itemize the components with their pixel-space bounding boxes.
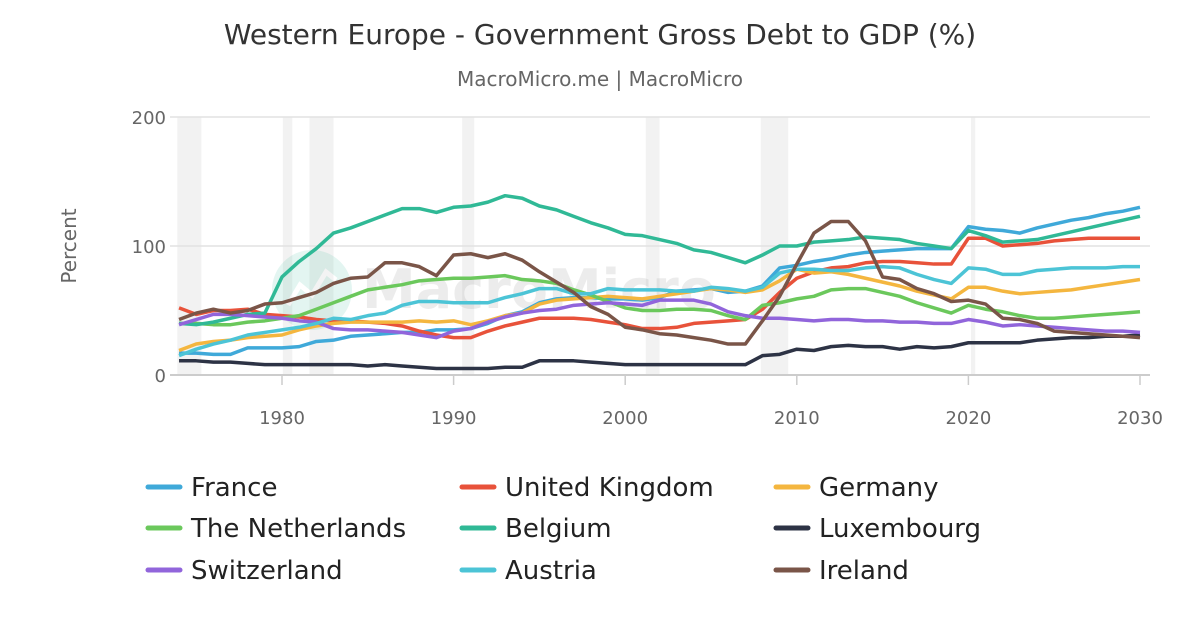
series-line-the-netherlands bbox=[179, 273, 1141, 327]
legend-item[interactable]: France bbox=[145, 473, 277, 503]
series-line-ireland bbox=[178, 219, 1141, 346]
legend-item[interactable]: Ireland bbox=[773, 556, 909, 586]
legend: France United Kingdom Germany The Netherlan… bbox=[145, 473, 981, 586]
series-line-united-kingdom bbox=[178, 236, 1140, 340]
legend-label: France bbox=[191, 473, 277, 503]
legend-item[interactable]: Belgium bbox=[459, 514, 612, 544]
legend-label: Belgium bbox=[505, 514, 612, 544]
legend-label: United Kingdom bbox=[505, 473, 714, 503]
y-tick-label: 100 bbox=[132, 237, 166, 258]
legend-item[interactable]: Austria bbox=[459, 556, 597, 586]
grid-lines bbox=[170, 116, 1150, 376]
series-line-luxembourg bbox=[179, 333, 1141, 371]
series-line-austria bbox=[178, 264, 1140, 358]
legend-item[interactable]: United Kingdom bbox=[459, 473, 714, 503]
x-tick-label: 2020 bbox=[945, 408, 991, 429]
series-line-belgium bbox=[178, 193, 1141, 327]
legend-label: The Netherlands bbox=[190, 514, 406, 544]
y-axis: 0 100 200 bbox=[132, 108, 166, 387]
legend-label: Austria bbox=[505, 556, 597, 586]
legend-item[interactable]: Luxembourg bbox=[773, 514, 981, 544]
x-tick-label: 2030 bbox=[1117, 408, 1163, 429]
legend-label: Ireland bbox=[819, 556, 909, 586]
chart-title: Western Europe - Government Gross Debt t… bbox=[224, 18, 976, 51]
y-tick-label: 200 bbox=[132, 108, 166, 129]
series-lines bbox=[178, 193, 1141, 371]
legend-label: Switzerland bbox=[191, 556, 343, 586]
x-axis: 1980 1990 2000 2010 2020 2030 bbox=[259, 375, 1163, 429]
x-tick-label: 2010 bbox=[774, 408, 820, 429]
legend-item[interactable]: Switzerland bbox=[145, 556, 343, 586]
chart-subtitle: MacroMicro.me | MacroMicro bbox=[457, 67, 743, 91]
legend-label: Germany bbox=[819, 473, 939, 503]
legend-label: Luxembourg bbox=[819, 514, 981, 544]
y-axis-title: Percent bbox=[57, 208, 81, 283]
x-tick-label: 1990 bbox=[431, 408, 477, 429]
legend-item[interactable]: Germany bbox=[773, 473, 939, 503]
x-tick-label: 1980 bbox=[259, 408, 305, 429]
series-line-switzerland bbox=[178, 298, 1141, 340]
y-tick-label: 0 bbox=[155, 366, 166, 387]
x-tick-label: 2000 bbox=[602, 408, 648, 429]
series-line-germany bbox=[178, 267, 1141, 353]
legend-item[interactable]: The Netherlands bbox=[145, 514, 406, 544]
